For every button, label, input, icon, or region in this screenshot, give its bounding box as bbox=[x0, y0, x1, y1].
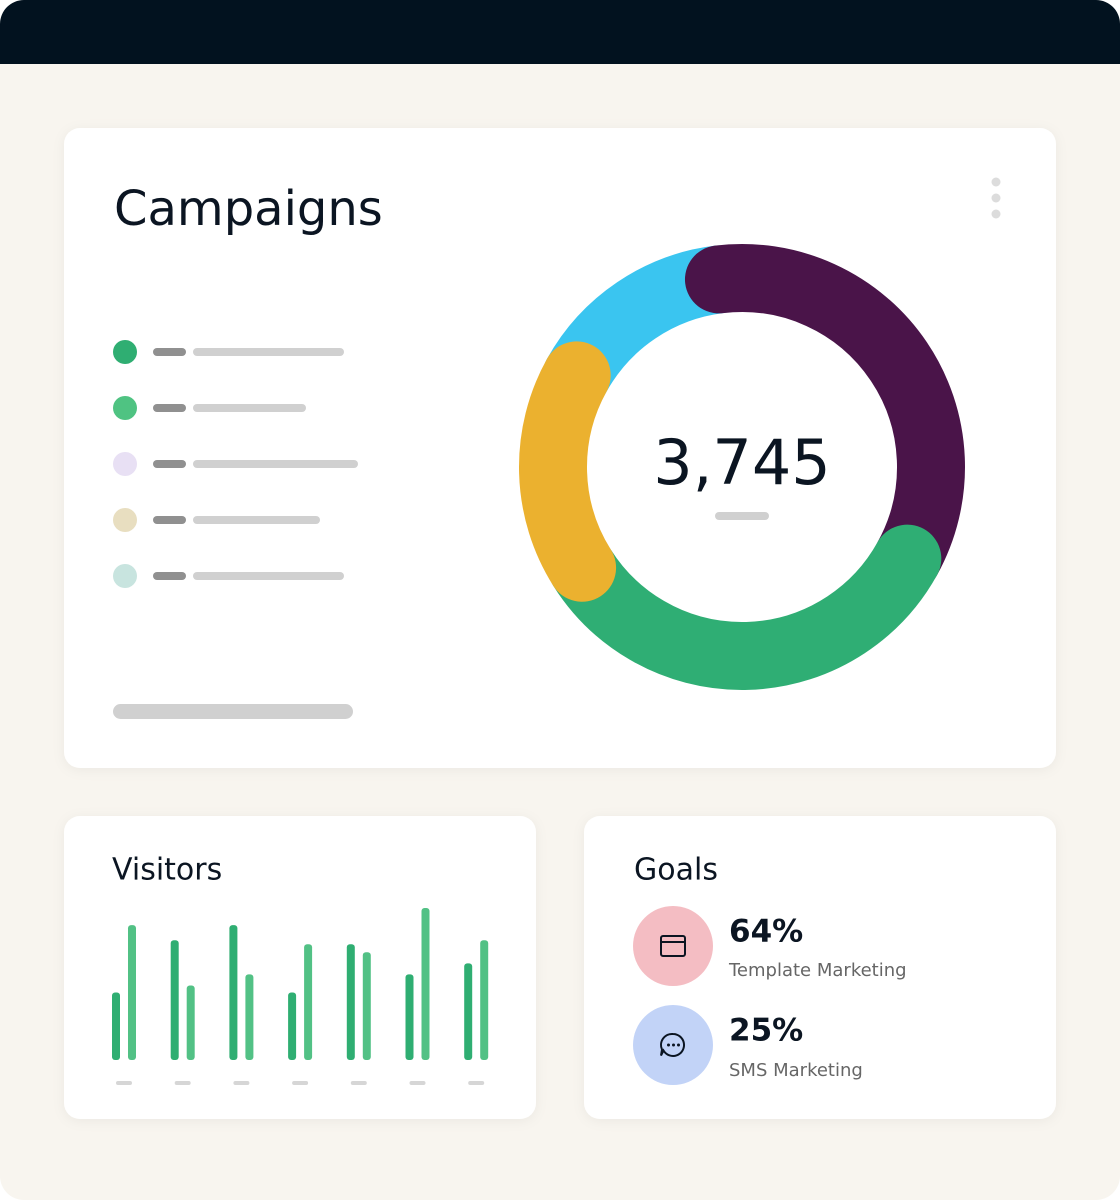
bar bbox=[245, 974, 254, 1060]
bar bbox=[464, 963, 473, 1060]
placeholder-tick bbox=[468, 1081, 485, 1085]
bar bbox=[304, 944, 313, 1060]
bar-chart bbox=[112, 907, 489, 1085]
donut-chart bbox=[519, 244, 965, 690]
menu-dots[interactable] bbox=[991, 177, 1001, 219]
bar bbox=[421, 907, 430, 1060]
bar bbox=[405, 974, 414, 1060]
placeholder-tick bbox=[350, 1081, 367, 1085]
card-title: Goals bbox=[634, 853, 718, 888]
visitors-card bbox=[64, 816, 536, 1119]
placeholder-bar bbox=[113, 704, 353, 719]
bar bbox=[346, 944, 355, 1060]
bar bbox=[288, 992, 297, 1060]
donut-segment bbox=[684, 244, 965, 593]
placeholder-tick bbox=[174, 1081, 191, 1085]
goal-label: SMS Marketing bbox=[729, 1060, 863, 1081]
goal-icon-bg bbox=[633, 906, 713, 986]
goal-label: Template Marketing bbox=[728, 960, 907, 981]
donut-total: 3,745 bbox=[653, 426, 831, 499]
bar bbox=[112, 992, 120, 1060]
bar bbox=[229, 925, 238, 1060]
placeholder-tick bbox=[292, 1081, 309, 1085]
bar bbox=[170, 940, 179, 1060]
legend bbox=[113, 340, 358, 588]
donut-segment bbox=[519, 341, 617, 602]
top-bar bbox=[0, 0, 1120, 64]
bar bbox=[128, 925, 136, 1060]
placeholder-tick bbox=[409, 1081, 426, 1085]
template-icon bbox=[660, 935, 686, 957]
placeholder-tick bbox=[116, 1081, 132, 1085]
bar bbox=[362, 952, 371, 1060]
goal-value: 25% bbox=[729, 1013, 803, 1049]
donut-segment bbox=[548, 524, 942, 690]
bar bbox=[480, 940, 489, 1060]
card-title: Campaigns bbox=[114, 181, 383, 237]
card-title: Visitors bbox=[112, 853, 222, 888]
goal-value: 64% bbox=[729, 914, 803, 950]
bar bbox=[186, 985, 195, 1060]
placeholder-bar bbox=[715, 512, 769, 520]
placeholder-tick bbox=[233, 1081, 250, 1085]
sms-icon bbox=[660, 1032, 685, 1057]
